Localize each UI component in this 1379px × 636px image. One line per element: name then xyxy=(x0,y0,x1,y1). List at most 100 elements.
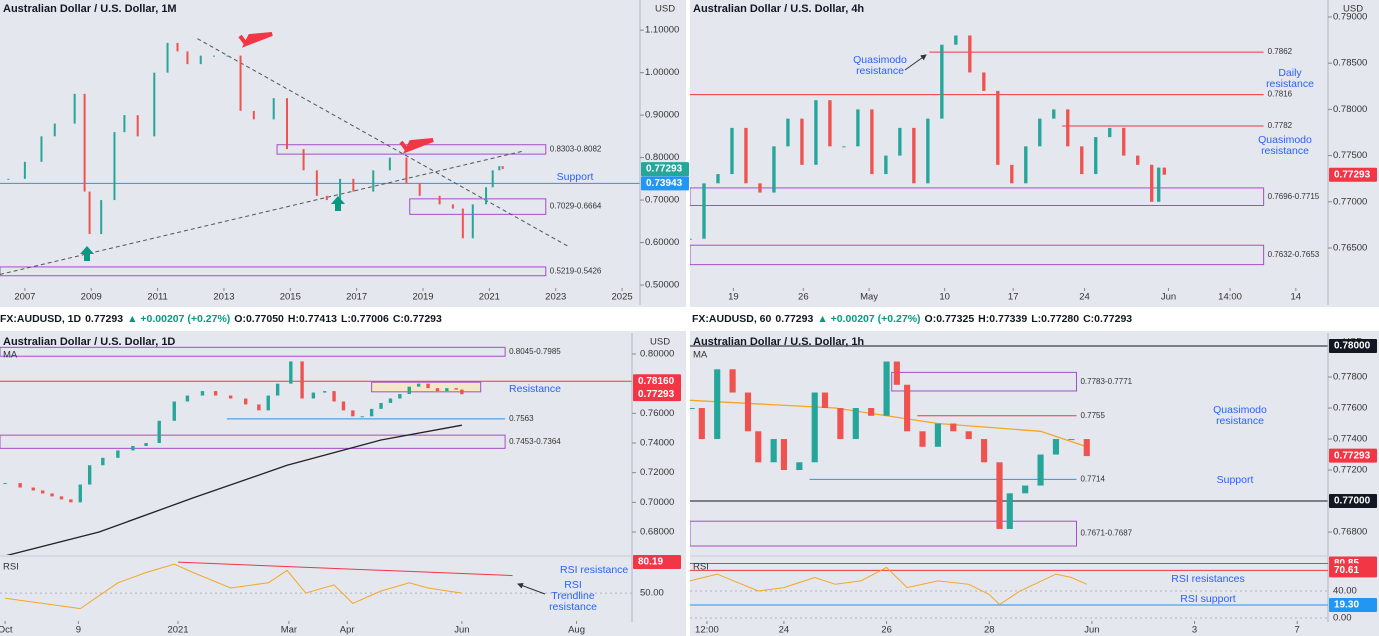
x-tick-label: 2019 xyxy=(412,292,433,303)
candle xyxy=(940,44,944,119)
y-tick-label: 0.78500 xyxy=(1333,58,1367,69)
x-tick-label: 26 xyxy=(881,625,892,636)
panel-title: Australian Dollar / U.S. Dollar, 1M xyxy=(3,3,177,15)
axis-unit: USD xyxy=(655,4,675,15)
candle xyxy=(690,408,695,410)
candle xyxy=(796,462,803,471)
candle xyxy=(702,183,706,239)
candle xyxy=(379,402,383,409)
x-tick-label: 2021 xyxy=(479,292,500,303)
moving-average xyxy=(6,424,463,555)
candle xyxy=(1006,493,1013,529)
rsi-annotation: RSI Trendline resistance xyxy=(549,579,597,613)
y-tick-label: 0.77500 xyxy=(1333,150,1367,161)
moving-average xyxy=(690,399,1088,448)
x-tick-label: 10 xyxy=(939,292,950,303)
price-tag xyxy=(1329,494,1377,509)
candle xyxy=(18,483,22,488)
y-tick-label: 0.80000 xyxy=(645,152,679,163)
y-tick-label: 0.80000 xyxy=(640,349,674,360)
x-tick-label: 2013 xyxy=(213,292,234,303)
candle xyxy=(919,431,926,447)
candle xyxy=(325,195,328,201)
candle xyxy=(912,127,916,184)
candle xyxy=(837,408,844,440)
zone-label: 0.8045-0.7985 xyxy=(509,347,561,356)
price-tag-label: 0.77000 xyxy=(1334,496,1371,507)
candle xyxy=(351,410,355,417)
level-label: 0.7816 xyxy=(1268,90,1293,99)
header-part: L:0.77006 xyxy=(341,313,389,325)
panel-title: Australian Dollar / U.S. Dollar, 4h xyxy=(693,3,864,15)
candle xyxy=(1022,485,1029,494)
candle xyxy=(398,394,402,399)
x-tick-label: 14 xyxy=(1291,292,1302,303)
candle xyxy=(856,109,860,147)
candle xyxy=(461,208,464,239)
green-arrow xyxy=(80,246,94,261)
candle xyxy=(1083,439,1090,457)
header-part: FX:AUDUSD, 60 xyxy=(692,313,772,325)
price-tag xyxy=(1329,339,1377,354)
candle xyxy=(842,146,846,148)
price-tag xyxy=(641,162,689,177)
header-part: O:0.77050 xyxy=(234,313,284,325)
candle xyxy=(814,100,818,165)
candle xyxy=(131,445,135,451)
x-tick-label: Jun xyxy=(1161,292,1176,303)
candle xyxy=(1052,109,1056,119)
candle xyxy=(996,462,1003,529)
symbol-header: FX:AUDUSD, 1D 0.77293 ▲ +0.00207 (+0.27%) O… xyxy=(0,313,442,325)
candle xyxy=(87,465,92,485)
candle xyxy=(1150,164,1154,202)
candle xyxy=(934,423,941,447)
candle xyxy=(59,496,64,500)
zone-label: 0.7632-0.7653 xyxy=(1268,250,1320,259)
y-tick-label: 0.68000 xyxy=(640,527,674,538)
candle xyxy=(339,178,342,201)
x-tick-label: 2011 xyxy=(147,292,167,303)
candle xyxy=(828,100,832,147)
annotation: Support xyxy=(557,171,594,183)
candle xyxy=(302,149,305,171)
candle xyxy=(772,146,776,193)
candle xyxy=(311,392,316,399)
candle xyxy=(31,487,35,491)
axis-unit: USD xyxy=(650,337,670,348)
candle xyxy=(485,187,488,205)
candle xyxy=(1094,137,1098,175)
rsi-tag xyxy=(1329,563,1377,578)
zone xyxy=(409,198,547,215)
candle xyxy=(388,398,393,403)
y-tick-label: 0.77200 xyxy=(1333,465,1367,476)
candle xyxy=(1122,127,1126,156)
rsi-annotation: RSI resistance xyxy=(560,564,628,576)
candle xyxy=(407,386,411,395)
price-tag-label: 0.77293 xyxy=(1334,450,1371,461)
candle xyxy=(78,484,82,503)
candle xyxy=(758,183,762,193)
candle xyxy=(491,170,494,188)
candle xyxy=(438,195,441,205)
candle xyxy=(744,127,748,184)
candle xyxy=(272,98,275,120)
rsi-annotation: RSI resistances xyxy=(1171,573,1245,585)
candle xyxy=(144,443,148,446)
candle xyxy=(926,118,930,184)
candle xyxy=(498,166,501,171)
y-tick-label: 0.78000 xyxy=(1333,104,1367,115)
price-tag xyxy=(633,374,681,389)
candle xyxy=(954,35,958,45)
candle xyxy=(1066,109,1070,147)
zone-label: 0.7029-0.6664 xyxy=(550,202,602,211)
zone-label: 0.8303-0.8082 xyxy=(550,145,602,154)
x-tick-label: 2023 xyxy=(545,292,566,303)
candle xyxy=(780,439,788,471)
x-tick-label: 2017 xyxy=(346,292,367,303)
candle xyxy=(332,391,336,402)
divider xyxy=(686,0,690,636)
candle xyxy=(73,93,76,124)
y-tick-label: 0.79000 xyxy=(1333,12,1367,23)
candle xyxy=(690,238,692,240)
rsi-label: RSI xyxy=(3,562,19,573)
